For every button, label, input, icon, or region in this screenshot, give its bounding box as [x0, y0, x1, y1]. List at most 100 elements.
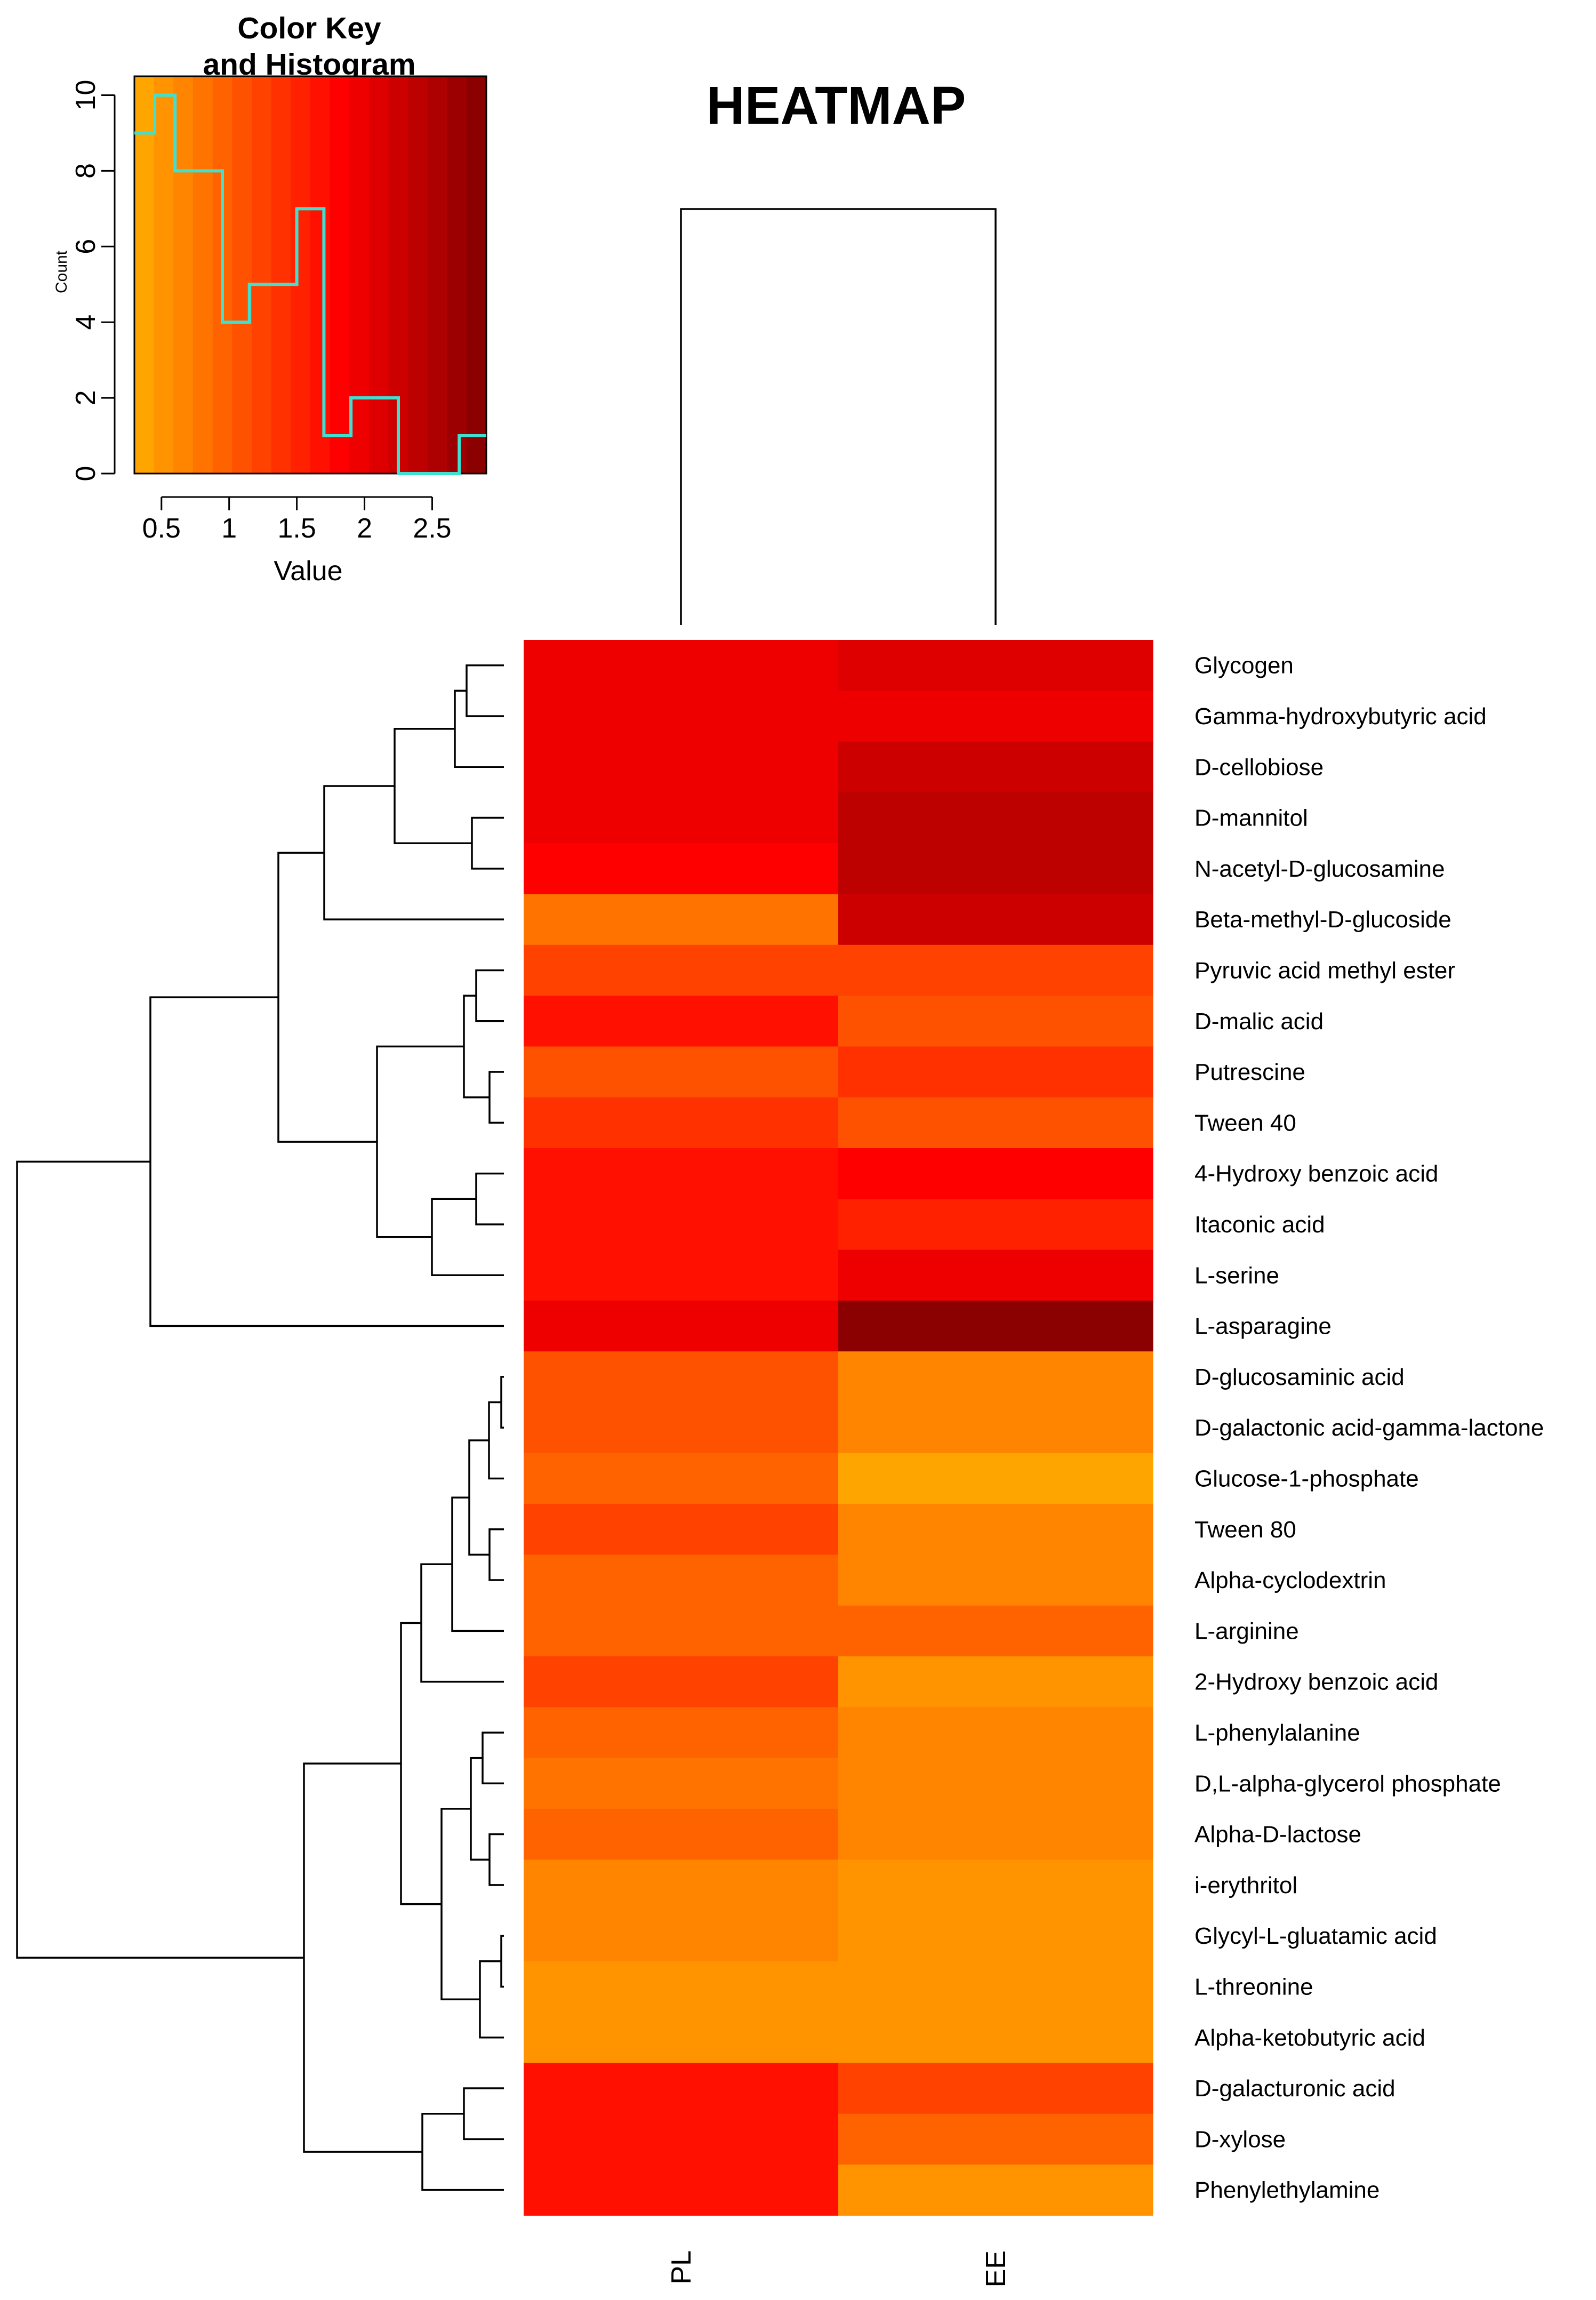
row-dendrogram-link — [323, 785, 504, 920]
color-key-swatch — [154, 76, 174, 474]
heatmap-cell — [838, 1910, 1153, 1962]
color-key: Color Key and Histogram 0.5 1 1.5 2 2.502468… — [53, 11, 487, 587]
heatmap-cell — [524, 1961, 839, 2013]
heatmap-cell — [524, 2012, 839, 2063]
column-labels: PL EE — [666, 2250, 1012, 2287]
heatmap-cell — [838, 792, 1153, 844]
color-key-x-tick-label: 1 — [221, 513, 237, 544]
heatmap-cell — [524, 2165, 839, 2216]
row-label: i-erythritol — [1194, 1872, 1297, 1898]
heatmap-cell — [838, 1097, 1153, 1149]
heatmap-cell — [524, 1605, 839, 1657]
heatmap-cell — [838, 1860, 1153, 1911]
heatmap-cell — [524, 996, 839, 1047]
row-label: Alpha-cyclodextrin — [1194, 1567, 1386, 1593]
heatmap-cell — [524, 1402, 839, 1454]
row-label: Tween 80 — [1194, 1517, 1296, 1543]
heatmap-cell — [838, 894, 1153, 945]
row-label: Putrescine — [1194, 1059, 1305, 1085]
main-title: HEATMAP — [706, 76, 966, 135]
heatmap-cell — [524, 741, 839, 793]
heatmap-cell — [524, 1656, 839, 1708]
heatmap-cell — [838, 2012, 1153, 2063]
row-label: L-serine — [1194, 1262, 1279, 1288]
heatmap-cell — [524, 1453, 839, 1504]
row-dendrogram-link — [463, 2087, 504, 2141]
column-dendrogram-link — [680, 208, 997, 625]
heatmap-cell — [524, 1199, 839, 1251]
heatmap-cell — [838, 2063, 1153, 2114]
row-dendrogram-link — [468, 1439, 490, 1556]
row-label: L-phenylalanine — [1194, 1720, 1360, 1746]
color-key-x-tick-label: 2.5 — [413, 513, 451, 544]
heatmap-cell — [524, 691, 839, 742]
heatmap-cell — [838, 1453, 1153, 1504]
heatmap-cell — [838, 1554, 1153, 1606]
row-label: D-xylose — [1194, 2126, 1286, 2152]
row-dendrogram-link — [482, 1732, 504, 1784]
heatmap-cell — [838, 1249, 1153, 1301]
row-label: D-mannitol — [1194, 805, 1308, 831]
row-label: Alpha-ketobutyric acid — [1194, 2025, 1425, 2051]
heatmap-cell — [838, 996, 1153, 1047]
row-dendrogram-link — [277, 852, 377, 1143]
row-label: D-malic acid — [1194, 1008, 1324, 1035]
row-dendrogram-link — [488, 1071, 504, 1124]
heatmap-cell — [838, 1707, 1153, 1759]
row-label: Alpha-D-lactose — [1194, 1822, 1361, 1848]
heatmap-cell — [524, 1707, 839, 1759]
row-dendrogram-link — [500, 1935, 504, 1988]
heatmap-cell — [838, 691, 1153, 742]
color-key-swatch — [467, 76, 487, 474]
heatmap-cell — [524, 1504, 839, 1555]
row-labels: Glycogen Gamma-hydroxybutyric acid D-cello… — [1194, 653, 1544, 2203]
row-dendrogram-link — [420, 1563, 504, 1683]
row-dendrogram-link — [451, 1496, 504, 1632]
row-label: Glycogen — [1194, 653, 1294, 679]
row-label: Glucose-1-phosphate — [1194, 1465, 1419, 1492]
row-label: Gamma-hydroxybutyric acid — [1194, 703, 1487, 730]
color-key-axes: 0.5 1 1.5 2 2.5 0 2 4 6 8 10 — [70, 75, 487, 544]
row-label: D,L-alpha-glycerol phosphate — [1194, 1770, 1501, 1797]
row-label: D-galacturonic acid — [1194, 2075, 1396, 2102]
color-key-x-label: Value — [274, 556, 342, 587]
heatmap-cell — [838, 741, 1153, 793]
row-dendrogram — [16, 664, 504, 2191]
heatmap-cell — [524, 1148, 839, 1199]
heatmap-cell — [524, 1097, 839, 1149]
heatmap-cell — [524, 640, 839, 691]
row-dendrogram-link — [488, 1833, 504, 1886]
color-key-x-tick-label: 2 — [357, 513, 372, 544]
color-key-title-line-1: Color Key — [237, 11, 381, 45]
row-label: L-threonine — [1194, 1974, 1313, 2000]
color-key-swatch — [310, 76, 331, 474]
color-key-y-tick-label: 0 — [70, 466, 101, 482]
column-label: EE — [981, 2250, 1012, 2287]
color-key-histogram-line — [134, 93, 486, 475]
row-dendrogram-link — [470, 1757, 490, 1861]
row-dendrogram-link — [303, 1762, 422, 2153]
color-key-y-tick-label: 10 — [70, 80, 101, 111]
heatmap-cell — [524, 843, 839, 895]
color-key-swatch — [173, 76, 194, 474]
row-dendrogram-link — [440, 1808, 480, 2001]
color-key-x-tick-label: 0.5 — [142, 513, 181, 544]
heatmap-cell — [838, 1148, 1153, 1199]
row-label: 4-Hydroxy benzoic acid — [1194, 1161, 1438, 1187]
row-dendrogram-link — [431, 1198, 504, 1276]
heatmap-cell — [524, 1300, 839, 1352]
color-key-swatch — [134, 76, 155, 474]
heatmap-cell — [838, 1758, 1153, 1809]
color-key-y-tick-label: 6 — [70, 239, 101, 254]
color-key-swatches — [134, 76, 487, 474]
heatmap-cell — [524, 2063, 839, 2114]
color-key-swatch — [408, 76, 428, 474]
color-key-swatch — [447, 76, 467, 474]
color-key-swatch — [291, 76, 311, 474]
heatmap-cell — [524, 1758, 839, 1809]
column-label: PL — [666, 2250, 697, 2285]
color-key-histogram — [134, 93, 486, 475]
row-label: D-glucosaminic acid — [1194, 1364, 1405, 1390]
heatmap-cell — [838, 1605, 1153, 1657]
row-label: Beta-methyl-D-glucoside — [1194, 907, 1451, 933]
